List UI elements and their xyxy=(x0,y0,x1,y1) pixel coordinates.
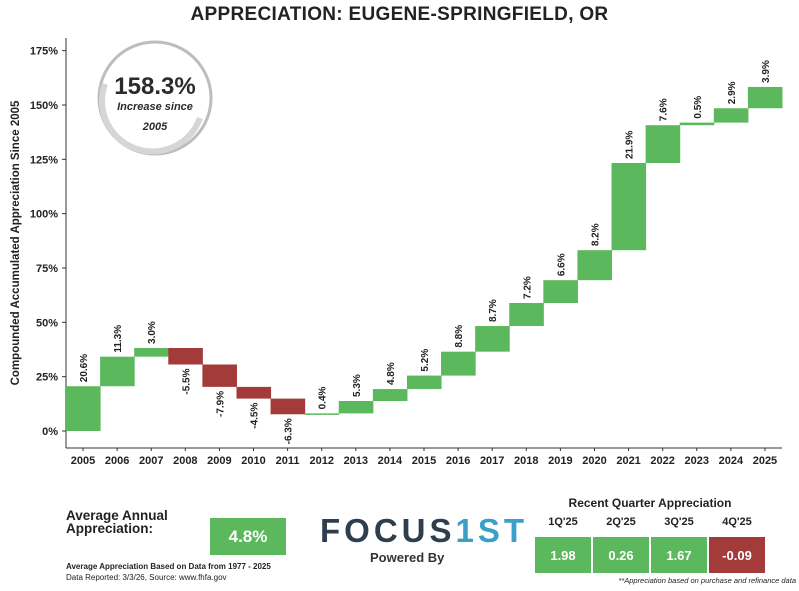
x-tick-label: 2014 xyxy=(378,455,403,467)
x-tick-label: 2015 xyxy=(412,455,436,467)
x-tick-label: 2023 xyxy=(685,455,709,467)
bar-2005 xyxy=(66,386,101,431)
bar-2013 xyxy=(338,401,374,414)
badge-line-1: Increase since xyxy=(117,101,193,113)
bar-2025 xyxy=(747,86,783,109)
data-label-2016: 8.8% xyxy=(454,325,465,348)
bar-2008 xyxy=(168,347,203,365)
data-label-2012: 0.4% xyxy=(318,386,329,409)
bar-2006 xyxy=(100,356,135,387)
quarter-label-3q25: 3Q'25 xyxy=(664,516,694,528)
badge-value: 158.3% xyxy=(114,73,195,100)
logo-text-focus: FOCUS xyxy=(320,512,456,549)
badge-line-2: 2005 xyxy=(142,121,168,133)
data-label-2025: 3.9% xyxy=(761,60,772,83)
x-tick-label: 2020 xyxy=(582,455,606,467)
y-tick-label: 0% xyxy=(42,426,58,438)
chart-title: APPRECIATION: EUGENE-SPRINGFIELD, OR xyxy=(190,4,609,25)
data-label-2021: 21.9% xyxy=(625,131,636,159)
y-tick-label: 75% xyxy=(36,263,58,275)
quarter-label-4q25: 4Q'25 xyxy=(722,516,752,528)
quarter-value-1q25: 1.98 xyxy=(535,537,591,573)
data-label-2009: -7.9% xyxy=(215,391,226,417)
x-tick-label: 2011 xyxy=(276,455,300,467)
x-tick-label: 2007 xyxy=(139,455,163,467)
quarter-value-4q25: -0.09 xyxy=(709,537,765,573)
data-label-2023: 0.5% xyxy=(693,96,704,119)
x-tick-label: 2016 xyxy=(446,455,470,467)
quarter-value-2q25: 0.26 xyxy=(593,537,649,573)
y-tick-label: 50% xyxy=(36,317,58,329)
focus1st-logo: FOCUS1ST xyxy=(320,512,528,550)
average-appreciation-label: Average Annual Appreciation: xyxy=(66,508,168,536)
data-label-2011: -6.3% xyxy=(284,418,295,444)
logo-text-1st: 1ST xyxy=(455,512,529,549)
x-tick-label: 2021 xyxy=(616,455,640,467)
powered-by-text: Powered By xyxy=(370,550,445,565)
x-tick-label: 2010 xyxy=(241,455,265,467)
data-label-2020: 8.2% xyxy=(590,223,601,246)
x-tick-label: 2012 xyxy=(309,455,333,467)
data-label-2018: 7.2% xyxy=(522,276,533,299)
x-tick-label: 2009 xyxy=(207,455,231,467)
bar-2010 xyxy=(236,386,272,399)
data-label-2006: 11.3% xyxy=(113,325,124,353)
y-tick-label: 125% xyxy=(30,154,58,166)
bar-2024 xyxy=(713,108,749,123)
y-axis-title: Compounded Accumulated Appreciation Sinc… xyxy=(10,100,22,385)
waterfall-chart: 0% 25% 50% 75% 100% 125% 150% 175% Compounded Ac… xyxy=(10,38,783,467)
x-tick-label: 2005 xyxy=(71,455,95,467)
quarter-label-2q25: 2Q'25 xyxy=(606,516,636,528)
bar-2012 xyxy=(304,413,340,415)
bar-2022 xyxy=(645,125,681,164)
data-label-2008: -5.5% xyxy=(181,368,192,394)
bar-2017 xyxy=(475,326,510,352)
quarter-label-1q25: 1Q'25 xyxy=(548,516,578,528)
x-tick-label: 2022 xyxy=(650,455,674,467)
data-label-2014: 4.8% xyxy=(386,362,397,385)
x-tick-label: 2013 xyxy=(344,455,368,467)
bar-2016 xyxy=(441,351,476,376)
x-tick-label: 2017 xyxy=(480,455,504,467)
data-label-2022: 7.6% xyxy=(659,98,670,121)
y-tick-label: 175% xyxy=(30,46,58,58)
bar-2007 xyxy=(134,347,169,357)
y-tick-label: 25% xyxy=(36,372,58,384)
data-label-2015: 5.2% xyxy=(420,349,431,372)
data-label-2007: 3.0% xyxy=(147,321,158,344)
y-tick-label: 150% xyxy=(30,100,58,112)
bar-2023 xyxy=(679,122,715,126)
bar-2018 xyxy=(509,302,544,327)
x-tick-label: 2008 xyxy=(173,455,197,467)
data-label-2024: 2.9% xyxy=(727,81,738,104)
badge-circle-arc xyxy=(99,82,203,155)
bar-2011 xyxy=(270,398,306,415)
data-label-2005: 20.6% xyxy=(79,354,90,382)
recent-quarter-footnote: **Appreciation based on purchase and ref… xyxy=(618,576,796,585)
data-label-2010: -4.5% xyxy=(250,403,261,429)
bar-2009 xyxy=(202,364,237,387)
bar-2015 xyxy=(406,375,442,390)
x-tick-label: 2018 xyxy=(514,455,538,467)
bar-2021 xyxy=(611,163,647,251)
data-label-2013: 5.3% xyxy=(352,374,363,397)
x-tick-label: 2006 xyxy=(105,455,129,467)
data-label-2017: 8.7% xyxy=(488,299,499,322)
x-tick-label: 2019 xyxy=(548,455,572,467)
x-tick-label: 2024 xyxy=(719,455,744,467)
average-appreciation-note: Average Appreciation Based on Data from … xyxy=(66,562,271,571)
y-tick-label: 100% xyxy=(30,209,58,221)
bar-2019 xyxy=(543,280,578,303)
quarter-value-3q25: 1.67 xyxy=(651,537,707,573)
data-source-note: Data Reported: 3/3/26, Source: www.fhfa.… xyxy=(66,573,227,582)
data-label-2019: 6.6% xyxy=(556,253,567,276)
bar-2020 xyxy=(577,250,613,281)
bar-2014 xyxy=(372,389,408,402)
recent-quarter-title: Recent Quarter Appreciation xyxy=(568,496,732,510)
x-tick-label: 2025 xyxy=(753,455,777,467)
average-appreciation-value: 4.8% xyxy=(210,518,286,555)
